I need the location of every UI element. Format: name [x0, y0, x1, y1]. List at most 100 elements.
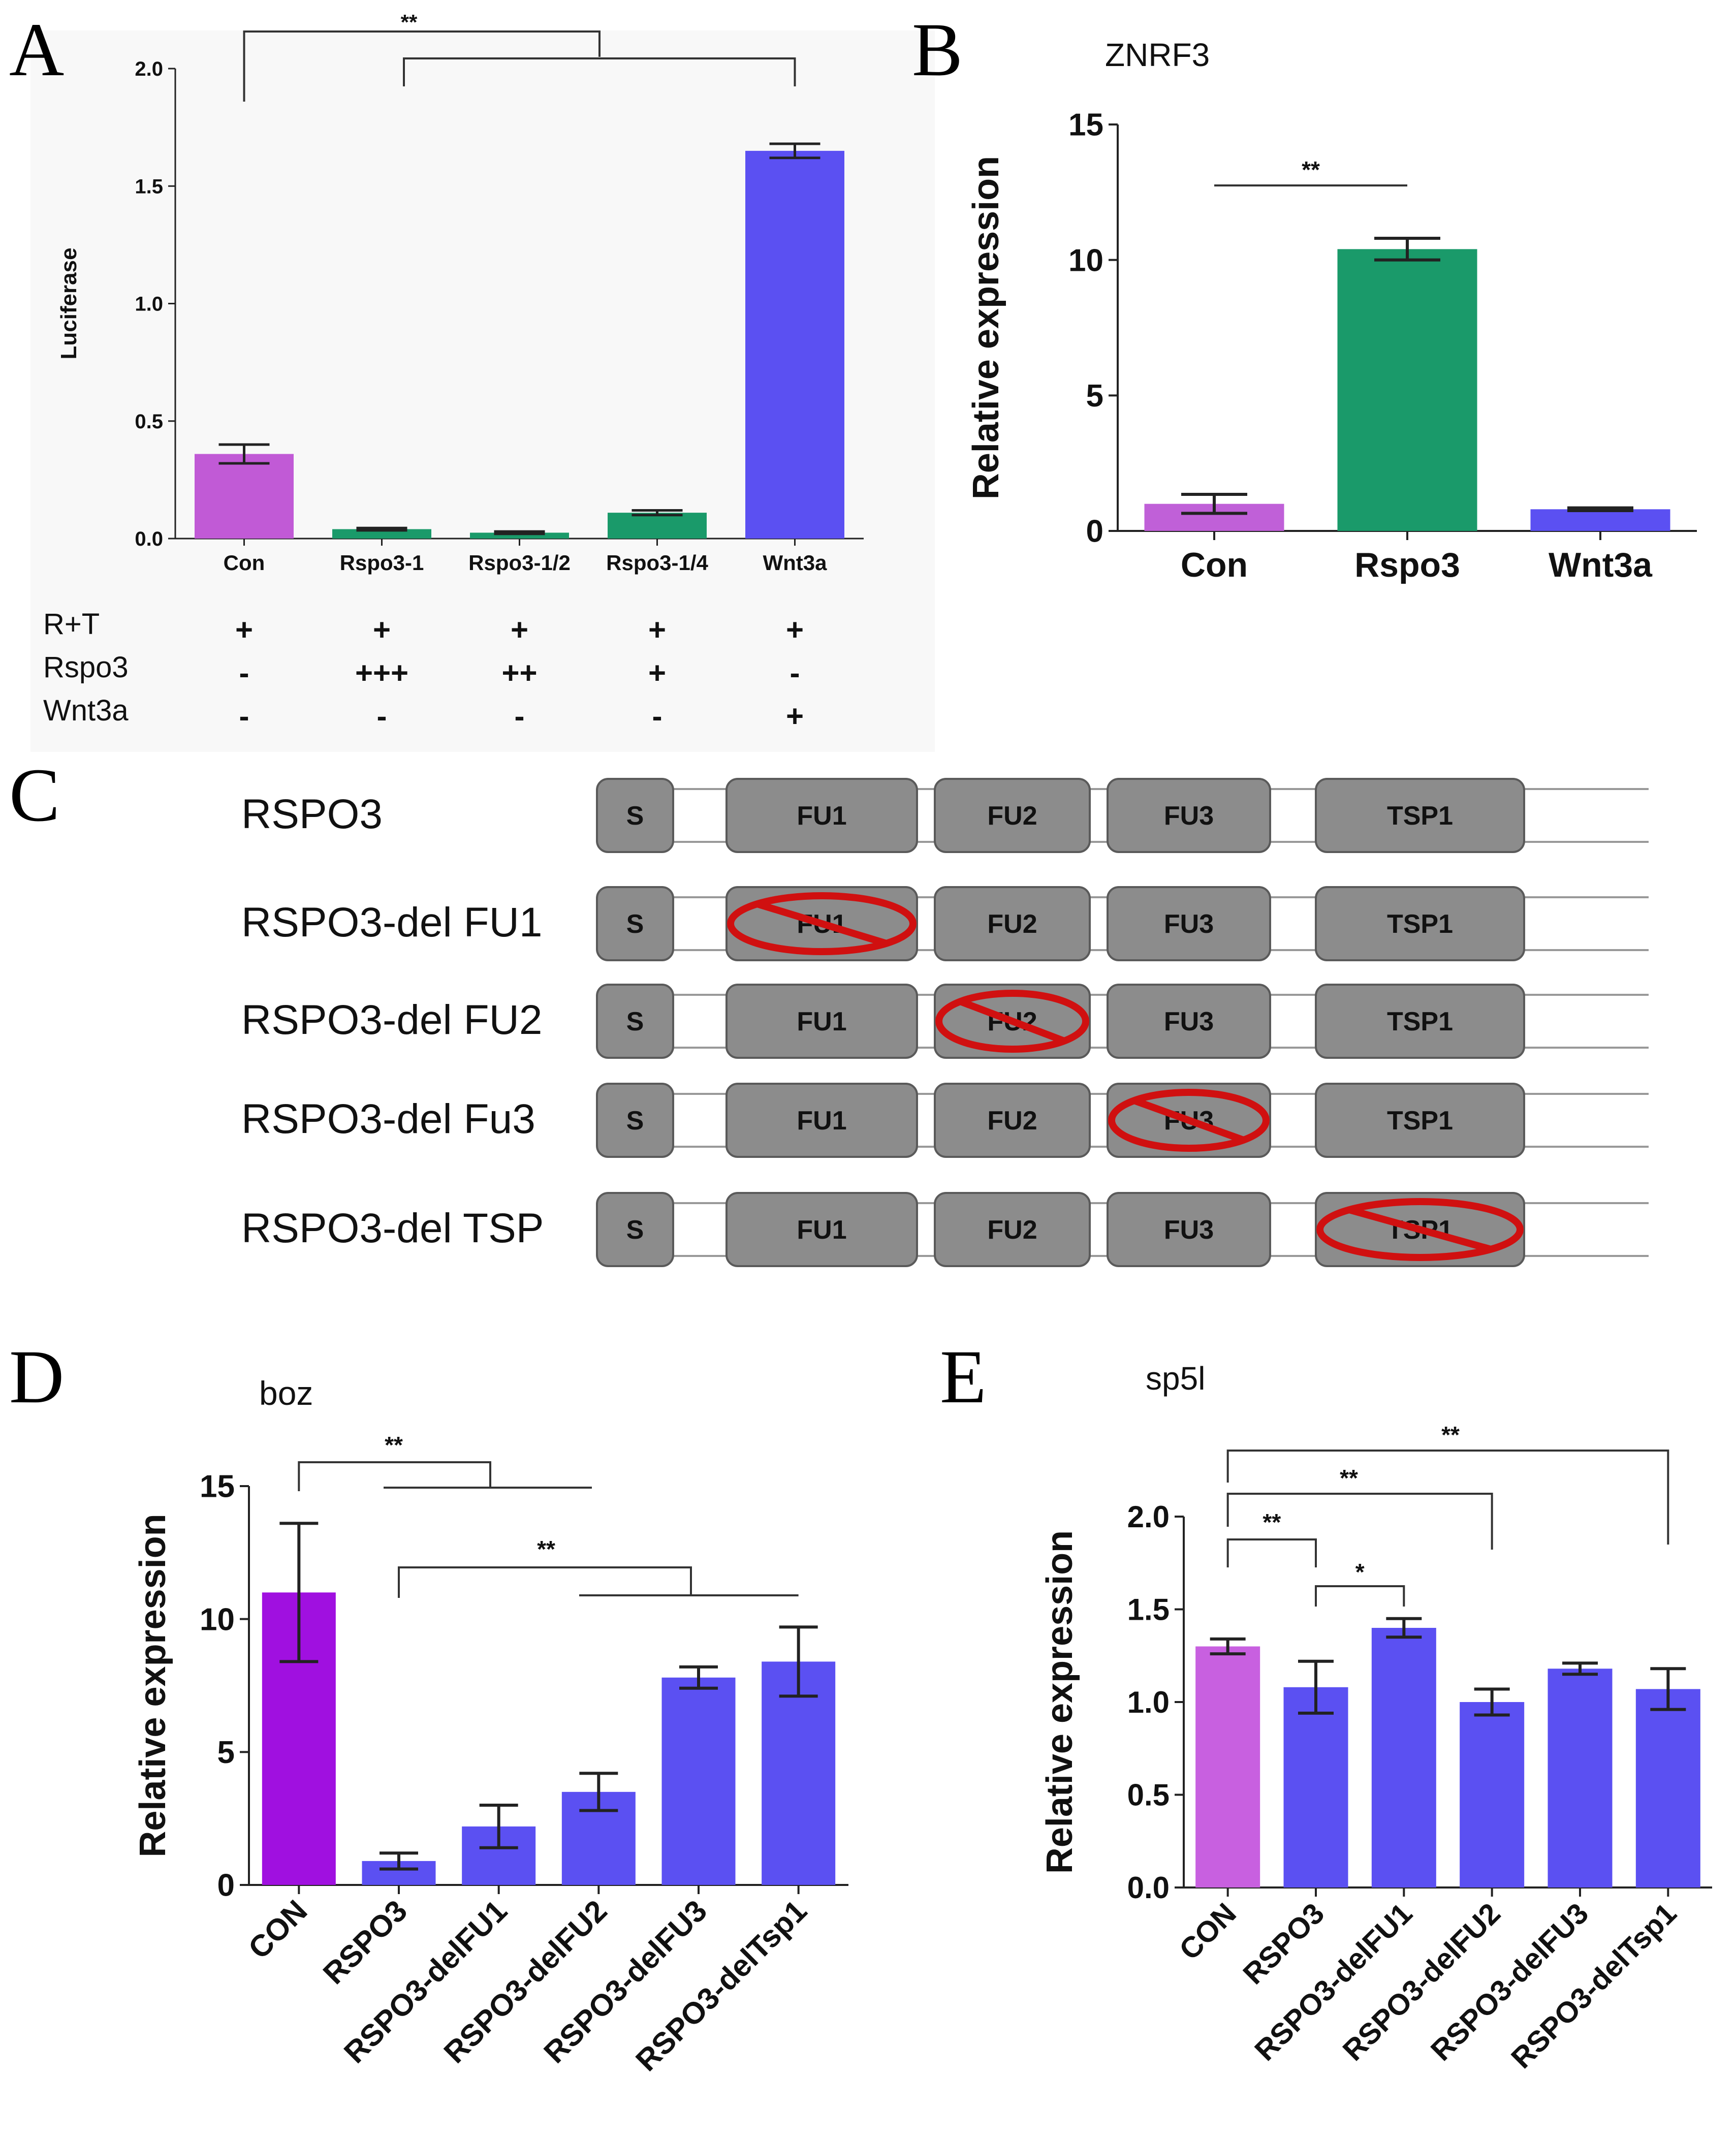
treatment-cell: ++: [501, 656, 537, 690]
treatment-cell: +: [373, 613, 391, 647]
deletion-slash: [756, 900, 887, 947]
y-tick-label: 1.5: [135, 175, 163, 198]
significance-bracket: [1226, 1538, 1317, 1567]
domain-label: FU3: [1164, 1007, 1214, 1036]
construct-name: RSPO3-del FU2: [241, 997, 542, 1043]
domain-box-fu2: [934, 1083, 1091, 1158]
panel-letter-d: D: [9, 1335, 64, 1419]
domain-label: TSP1: [1387, 909, 1453, 939]
treatment-cell: -: [515, 699, 525, 733]
x-category-label: CON: [242, 1894, 314, 1966]
domain-label: FU1: [797, 1106, 846, 1136]
domain-box-fu2: [934, 1192, 1091, 1267]
significance-label: **: [1441, 1422, 1460, 1448]
significance-label: **: [401, 10, 418, 34]
y-tick-label: 15: [1068, 108, 1103, 143]
domain-box-fu2: [934, 886, 1091, 961]
treatment-cell: +: [786, 613, 804, 647]
domain-label: S: [626, 1215, 644, 1245]
domain-box-fu3: [1107, 886, 1271, 961]
bar-wnt3a: [1530, 509, 1670, 531]
significance-label: **: [1340, 1465, 1358, 1491]
bar-con: [1195, 1646, 1260, 1887]
deletion-circle: [935, 990, 1089, 1053]
y-tick-label: 2.0: [135, 58, 163, 80]
deletion-slash: [959, 998, 1065, 1045]
treatment-cell: +: [786, 699, 804, 733]
significance-bracket: [1315, 1585, 1405, 1607]
treatment-row-label: Wnt3a: [43, 694, 129, 727]
treatment-cell: -: [652, 699, 662, 733]
significance-label: **: [1262, 1509, 1281, 1535]
y-axis-label: Relative expression: [133, 1514, 173, 1857]
domain-label: TSP1: [1387, 1007, 1453, 1036]
significance-bracket: [298, 1461, 491, 1491]
significance-bracket: [398, 1566, 692, 1598]
domain-label: FU1: [797, 801, 846, 831]
domain-label: FU3: [1164, 801, 1214, 831]
domain-label: FU3: [1164, 909, 1214, 939]
domain-label: S: [626, 801, 644, 831]
bar-rspo3: [1337, 249, 1477, 531]
x-category-label: CON: [1173, 1897, 1243, 1966]
x-category-label: RSPO3-delTsp1: [629, 1894, 813, 2078]
significance-label: **: [1302, 156, 1320, 183]
x-category-label: Rspo3: [1354, 546, 1460, 584]
panel-d-chart: boz Relative expression 0 5 10 15 CON RSPO3 RSPO…: [133, 1374, 848, 2078]
y-tick-label: 0.0: [1127, 1871, 1170, 1905]
x-category-label: RSPO3: [317, 1894, 414, 1991]
significance-bracket: [1226, 1493, 1493, 1550]
x-category-label: Rspo3-1: [340, 551, 424, 575]
domain-box-s: [596, 1192, 674, 1267]
domain-box-tsp1: [1315, 778, 1525, 853]
significance-bracket: [243, 30, 601, 102]
treatment-cell: +: [235, 613, 253, 647]
bar-rspo3-delfu3: [1548, 1669, 1613, 1887]
treatment-cell: +++: [355, 656, 408, 690]
treatment-row-label: R+T: [43, 608, 100, 641]
domain-label: TSP1: [1387, 1106, 1453, 1136]
domain-box-s: [596, 886, 674, 961]
x-category-label: RSPO3-delFU3: [1425, 1897, 1595, 2067]
panel-letter-a: A: [9, 8, 64, 92]
x-category-label: RSPO3-delTsp1: [1505, 1897, 1683, 2075]
domain-box-fu3: [1107, 984, 1271, 1059]
domain-box-tsp1: [1315, 1083, 1525, 1158]
y-axis-label: Relative expression: [1039, 1530, 1080, 1874]
x-category-label: RSPO3-delFU2: [1336, 1897, 1506, 2067]
domain-box-tsp1: [1315, 984, 1525, 1059]
domain-label: FU1: [797, 1007, 846, 1036]
y-tick-label: 10: [1068, 243, 1103, 278]
domain-box-fu3: [1107, 1192, 1271, 1267]
bar-rspo3-1/2: [470, 532, 569, 539]
domain-box-fu2: [934, 778, 1091, 853]
y-tick-label: 15: [200, 1469, 235, 1504]
chart-title: ZNRF3: [1105, 37, 1210, 73]
significance-label: **: [385, 1432, 403, 1458]
panel-c-domain-diagram: RSPO3 S FU1 FU2 FU3 TSP1 RSPO3-del FU1 S FU1 FU2 F…: [241, 778, 1649, 1267]
domain-box-fu1: [725, 778, 918, 853]
y-axis-label: Relative expression: [966, 156, 1006, 499]
x-category-label: Con: [1181, 546, 1248, 584]
y-tick-label: 10: [200, 1602, 235, 1637]
y-tick-label: 0: [217, 1868, 235, 1903]
y-tick-label: 2.0: [1127, 1500, 1170, 1534]
panel-a-chart: Luciferase 0.0 0.5 1.0 1.5 2.0 Con Rspo3-1 Rspo3…: [56, 10, 864, 575]
treatment-cell: -: [377, 699, 387, 733]
y-tick-label: 0.5: [135, 411, 163, 433]
panel-e-chart: sp5l Relative expression 0.0 0.5 1.0 1.5 2.0 CO…: [1039, 1360, 1712, 2075]
x-category-label: Con: [224, 551, 265, 575]
domain-label: FU2: [987, 801, 1037, 831]
bar-rspo3: [1283, 1687, 1348, 1887]
y-tick-label: 1.0: [135, 293, 163, 316]
y-axis-label: Luciferase: [56, 247, 81, 359]
deletion-slash: [1133, 1097, 1244, 1144]
x-category-label: RSPO3-delFU1: [1248, 1897, 1418, 2067]
domain-label: S: [626, 1106, 644, 1136]
bar-rspo3-delfu1: [1371, 1628, 1436, 1887]
deletion-circle: [1316, 1198, 1524, 1261]
treatment-cell: +: [648, 613, 666, 647]
x-category-label: Rspo3-1/4: [606, 551, 708, 575]
